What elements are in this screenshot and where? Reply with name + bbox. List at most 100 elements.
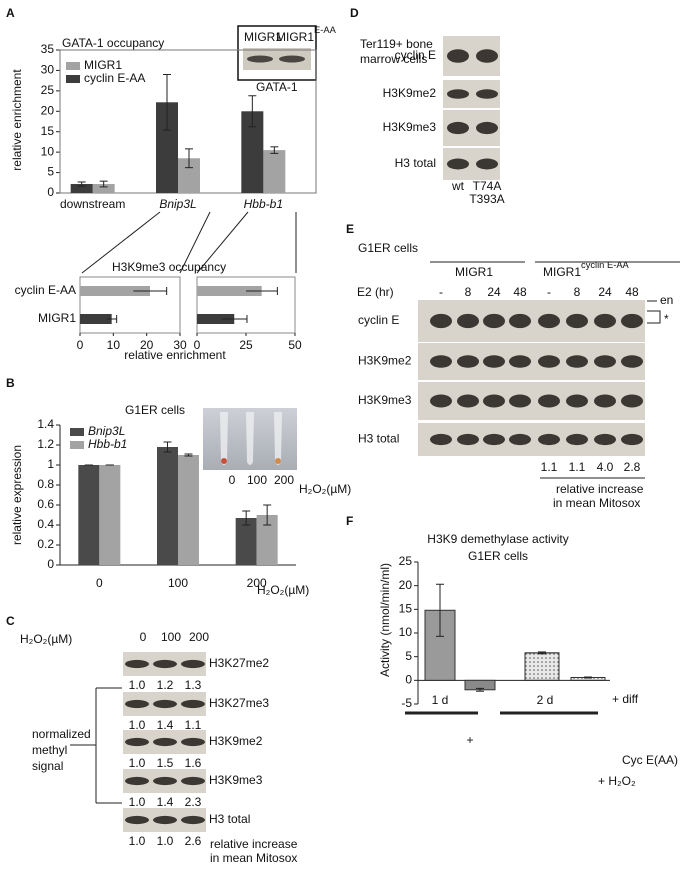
blot-band — [538, 313, 560, 329]
bar — [92, 184, 115, 193]
x-tick-label: 100 — [168, 576, 188, 590]
x-tick-label: downstream — [60, 197, 125, 211]
lane-label: 0 — [140, 630, 147, 644]
x-tick-label: 200 — [247, 576, 267, 590]
blot-band — [125, 776, 149, 786]
time-label: E2 (hr) — [357, 285, 394, 299]
y-tick-label: 25 — [399, 554, 413, 568]
panel-label: B — [6, 376, 15, 390]
y-tick-label: 5 — [47, 165, 54, 179]
blot-band — [566, 433, 588, 446]
row-label: H3 total — [395, 156, 436, 170]
treatment-label: + — [466, 733, 473, 747]
inset-label: GATA-1 — [256, 80, 298, 94]
blot-band — [457, 313, 479, 329]
row-label: H3K9me3 — [358, 393, 412, 407]
blot-band — [509, 433, 531, 446]
bar-hatch — [524, 652, 560, 681]
y-tick-label: 0 — [47, 557, 54, 571]
row-label: H3K9me2 — [209, 734, 263, 748]
lane-label: wt — [451, 179, 465, 193]
pellet — [221, 458, 227, 464]
legend-swatch — [66, 62, 80, 70]
y-tick-label: 0 — [405, 673, 412, 687]
blot-band — [483, 313, 505, 329]
legend-label: cyclin E-AA — [84, 71, 145, 85]
blot-band — [476, 121, 498, 135]
lane-label: 48 — [625, 285, 639, 299]
x-tick-label: 0 — [194, 338, 201, 352]
y-tick-label: 30 — [41, 63, 55, 77]
blot-band — [483, 433, 505, 446]
bar — [99, 465, 121, 565]
y-tick-label: 35 — [41, 42, 55, 56]
marker: en — [660, 293, 673, 307]
blot-band — [430, 313, 452, 329]
plot-frame — [79, 276, 181, 334]
row-label: H3 total — [358, 432, 399, 446]
lane-label: 24 — [487, 285, 501, 299]
lane-header: H₂O₂(µM) — [20, 632, 72, 646]
blot-band — [125, 699, 149, 709]
x-tick-label: 25 — [239, 338, 253, 352]
bar — [235, 518, 257, 565]
blot-band — [594, 394, 616, 408]
legend-label: Bnip3L — [88, 424, 125, 438]
row-label: cyclin E — [358, 313, 399, 327]
treatment-label: Cyc E(AA) — [622, 753, 678, 767]
lane-label: 200 — [189, 630, 209, 644]
row-value: 1.6 — [185, 756, 202, 770]
blot-band — [153, 737, 177, 747]
footer: relative increase — [556, 482, 644, 496]
y-tick-label: 1.4 — [37, 417, 54, 431]
row-value: 1.2 — [157, 678, 174, 692]
row-value: 2.3 — [185, 795, 202, 809]
bar — [80, 314, 112, 324]
y-tick-label: 20 — [399, 578, 413, 592]
row-value: 1.1 — [185, 718, 202, 732]
x-tick-label: 0 — [77, 338, 84, 352]
blot-band — [153, 815, 177, 825]
connector — [179, 211, 211, 274]
blot-band — [247, 55, 273, 63]
connector — [196, 211, 249, 274]
row-value: 1.0 — [129, 834, 146, 848]
inset-label: 100 — [247, 473, 267, 487]
lane-label: 24 — [598, 285, 612, 299]
bar — [256, 515, 278, 565]
blot-band — [430, 394, 452, 408]
row-value: 1.4 — [157, 718, 174, 732]
y-axis-label: relative expression — [10, 445, 24, 545]
blot-band — [509, 313, 531, 329]
inset-lane: MIGR1 — [244, 30, 282, 44]
y-tick-label: 0.2 — [37, 537, 54, 551]
legend-swatch — [70, 428, 84, 436]
lane-label: T74A — [473, 179, 502, 193]
legend-swatch — [66, 75, 80, 83]
row-label: H3K9me2 — [383, 86, 437, 100]
lane-label: 48 — [513, 285, 527, 299]
blot-band — [457, 433, 479, 446]
blot-band — [538, 394, 560, 408]
bracket-label: signal — [32, 759, 63, 773]
legend-label: Hbb-b1 — [88, 437, 127, 451]
x-tick-label: Bnip3L — [159, 197, 196, 211]
blot-band — [447, 49, 469, 63]
inset-unit: H₂O₂(µM) — [299, 482, 351, 496]
blot-band — [621, 313, 643, 329]
blot-band — [538, 433, 560, 446]
inset-lane-base: MIGR1 — [276, 30, 314, 44]
lane-label: - — [547, 285, 551, 299]
panel-label: A — [6, 6, 15, 20]
blot-band — [181, 737, 205, 747]
y-tick-label: cyclin E-AA — [15, 283, 76, 297]
group-label: 2 d — [537, 693, 554, 707]
panel-title: G1ER cells — [358, 241, 418, 255]
bar — [263, 150, 286, 193]
bar — [78, 465, 100, 565]
row-value: 1.0 — [157, 834, 174, 848]
lane-label: 8 — [465, 285, 472, 299]
blot-band — [181, 815, 205, 825]
bracket-label: methyl — [32, 743, 67, 757]
